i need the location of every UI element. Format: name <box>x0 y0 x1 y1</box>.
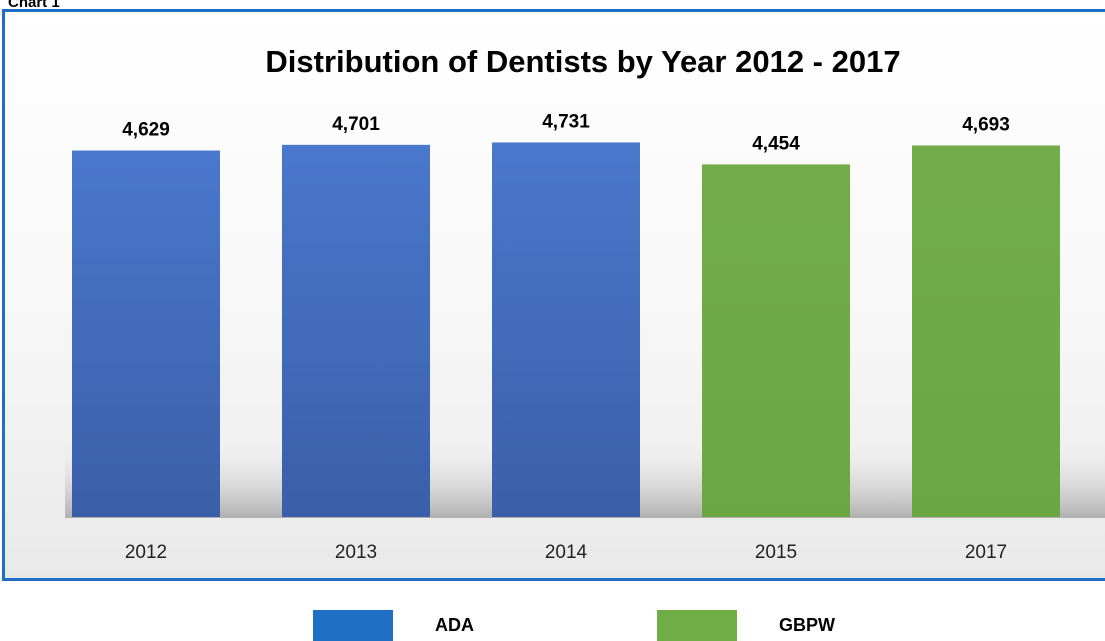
x-tick-label-2013: 2013 <box>335 542 377 563</box>
bar-2015 <box>702 164 850 517</box>
x-tick-label-2012: 2012 <box>125 542 167 563</box>
legend-item-gbpw: GBPW <box>657 610 835 641</box>
x-tick-label-2014: 2014 <box>545 542 588 563</box>
data-label-2017: 4,693 <box>962 114 1010 135</box>
legend-label-gbpw: GBPW <box>779 615 835 635</box>
legend-swatch-gbpw <box>657 610 737 641</box>
legend-label-ada: ADA <box>435 615 474 635</box>
x-tick-label-2015: 2015 <box>755 542 797 563</box>
bar-chart: Distribution of Dentists by Year 2012 - … <box>65 44 1105 563</box>
chart-label: Chart 1 <box>8 0 60 11</box>
legend-swatch-ada <box>313 610 393 641</box>
data-label-2014: 4,731 <box>542 111 590 132</box>
bar-2013 <box>282 144 430 517</box>
chart-frame: Distribution of Dentists by Year 2012 - … <box>2 9 1105 581</box>
data-label-2012: 4,629 <box>122 120 170 141</box>
data-label-2013: 4,701 <box>332 114 380 135</box>
bar-2012 <box>72 150 220 517</box>
bar-2017 <box>912 145 1060 518</box>
data-label-2015: 4,454 <box>752 133 800 154</box>
legend-item-ada: ADA <box>313 610 474 641</box>
bar-2014 <box>492 142 640 517</box>
x-tick-label-2017: 2017 <box>965 542 1007 563</box>
chart-title: Distribution of Dentists by Year 2012 - … <box>265 44 900 79</box>
